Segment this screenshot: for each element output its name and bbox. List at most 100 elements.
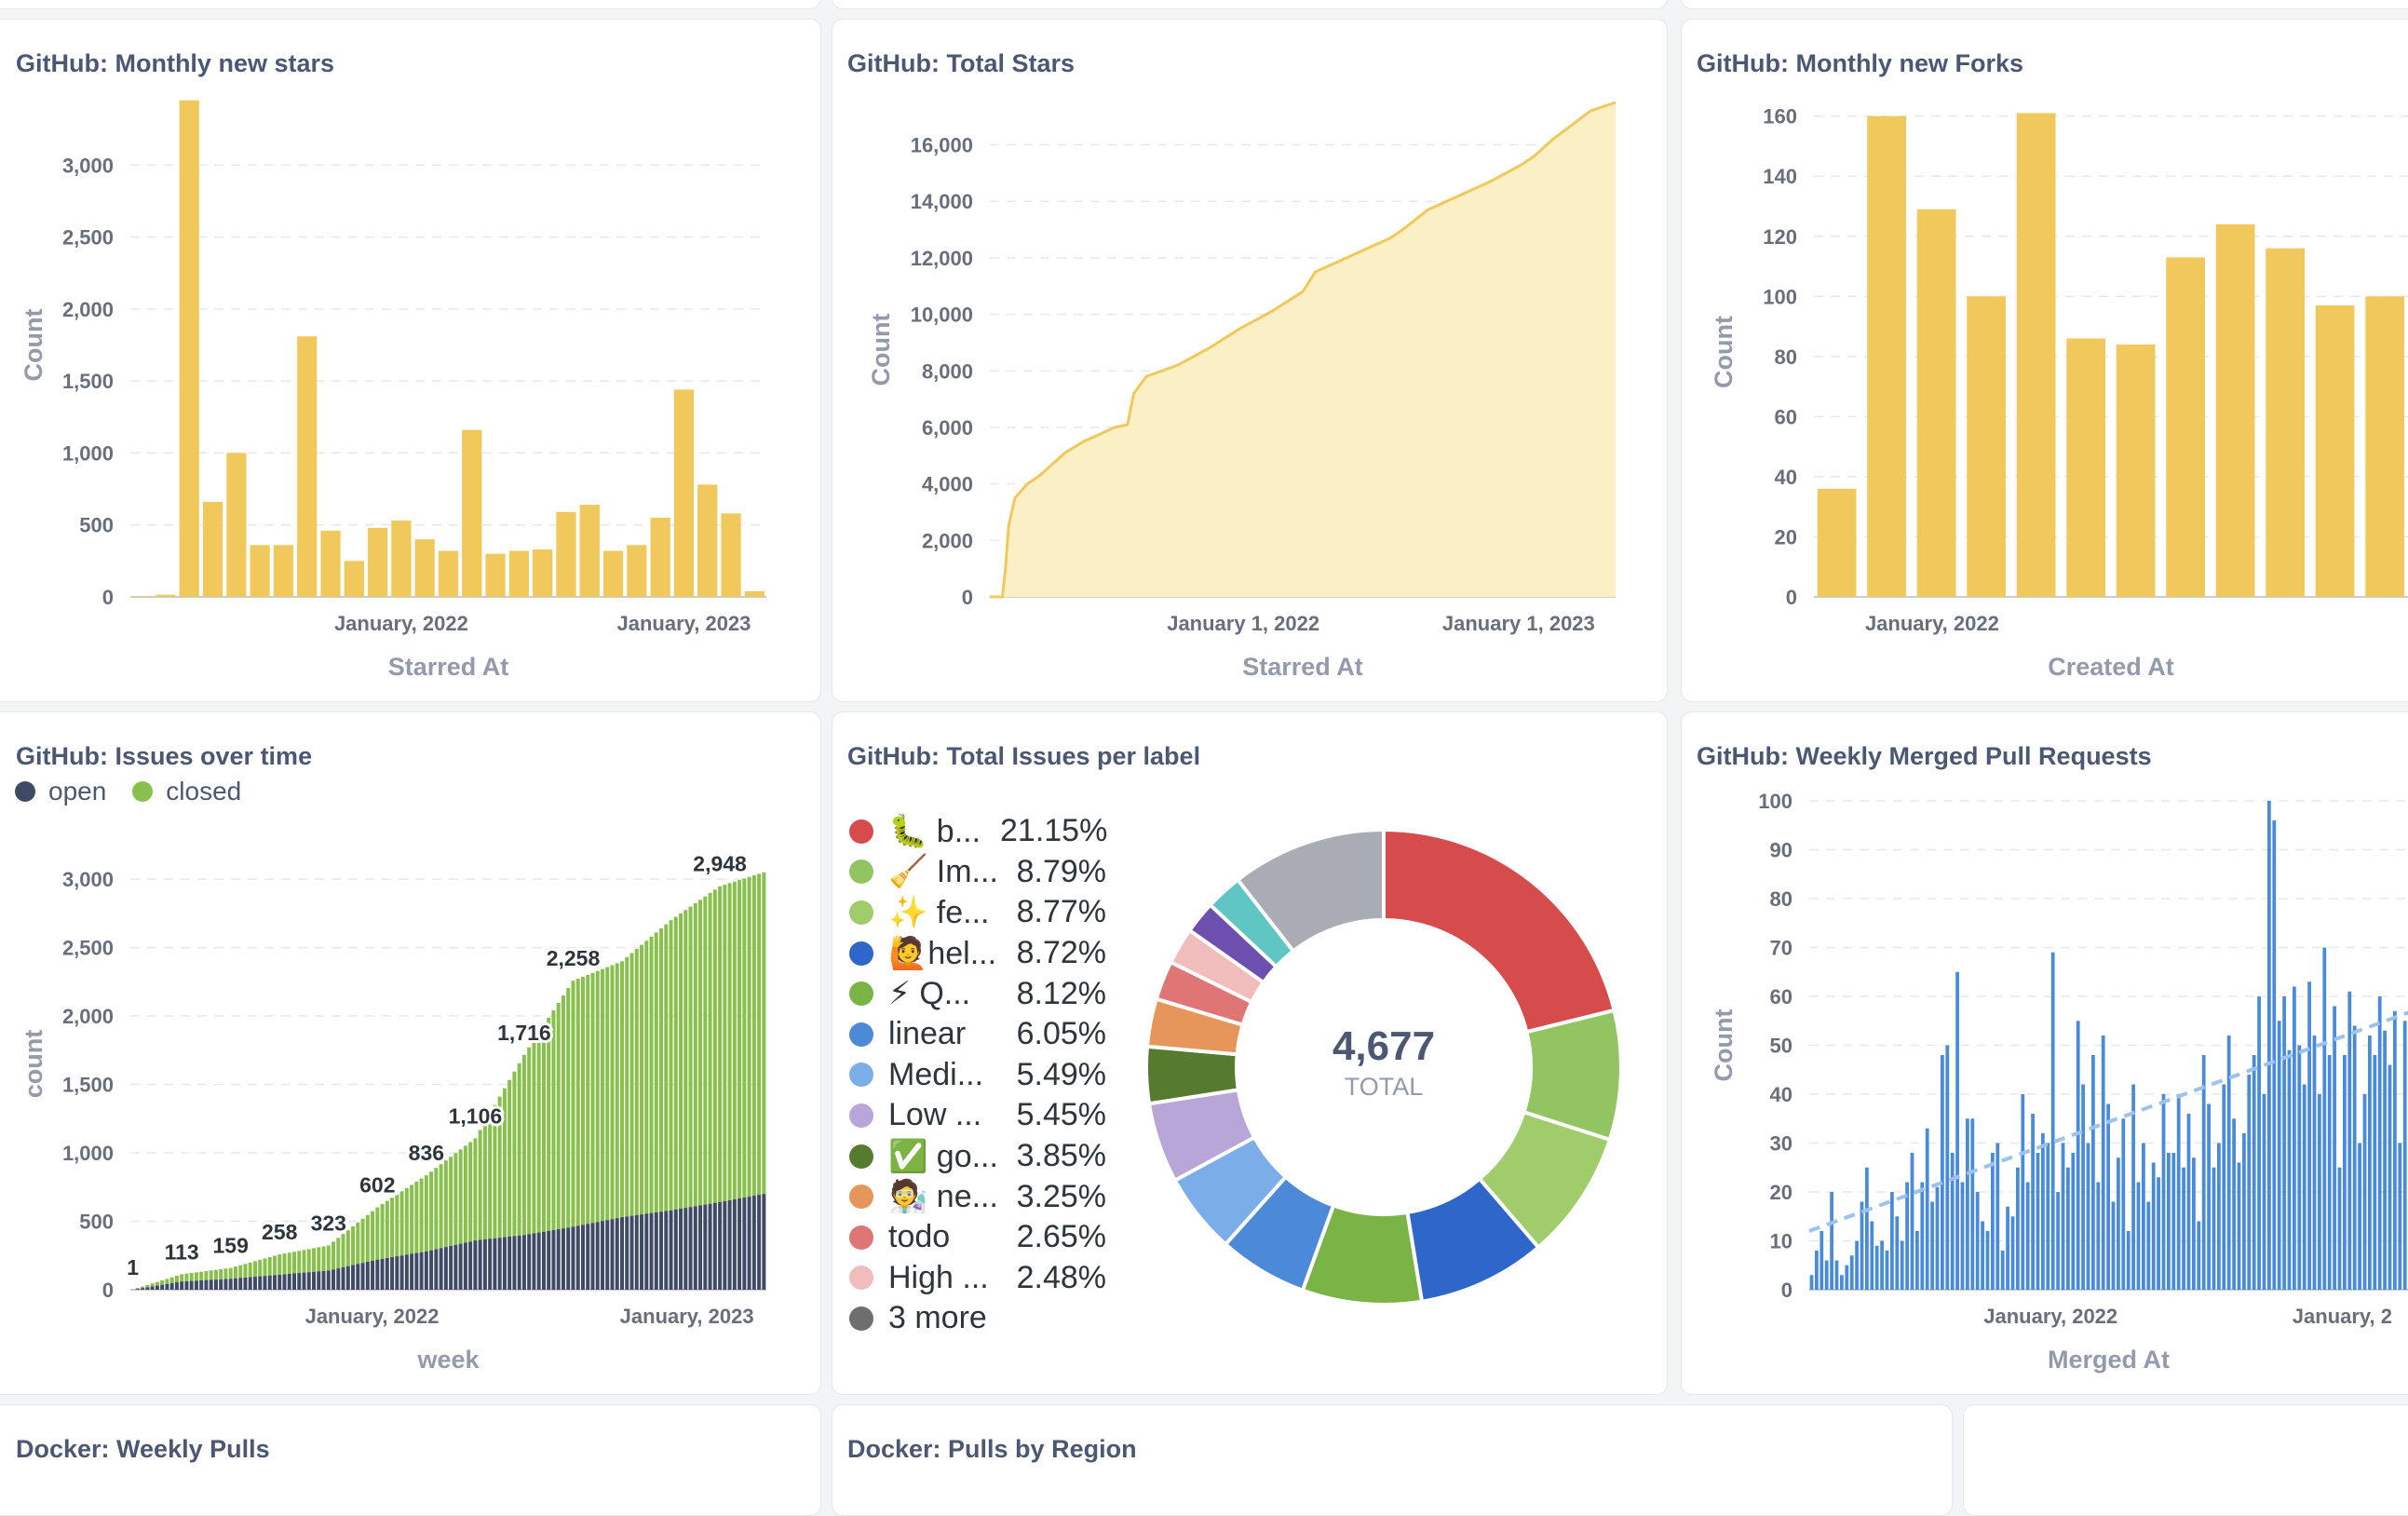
bar-open [566,1227,570,1290]
bar [2333,1007,2336,1291]
bar-open [214,1279,218,1290]
bar-open [390,1257,394,1290]
bar [1951,1153,1955,1290]
bar-open [342,1267,345,1290]
y-tick-label: 2,000 [62,1005,114,1028]
y-tick-label: 120 [1763,225,1797,249]
bar-open [312,1272,316,1290]
y-tick-label: 50 [1770,1035,1792,1058]
bar [1961,1183,1965,1291]
bar-closed [336,1238,340,1268]
bar [1970,1118,1974,1290]
bar-open [640,1214,643,1290]
bar-open [434,1249,438,1290]
bar-open [488,1239,492,1290]
bar-closed [351,1226,355,1266]
bar [2288,1050,2292,1290]
x-tick-label: January, 2023 [617,612,751,635]
bar-open [307,1272,311,1290]
bar-open [586,1224,589,1290]
bar [2313,1035,2317,1290]
bar [485,554,505,597]
bar-closed [356,1223,359,1264]
bar-closed [630,953,634,1215]
x-tick-label: January, 2023 [620,1305,754,1328]
bar [1915,1231,1919,1290]
bar-open [650,1213,654,1290]
x-tick-label: January, 2022 [305,1305,440,1328]
bar-closed [425,1175,428,1252]
data-label: 258 [262,1220,298,1244]
bar-closed [258,1260,262,1277]
bar-closed [752,875,756,1196]
bar [1835,1261,1839,1291]
bar-closed [263,1258,266,1276]
y-tick-label: 1,000 [62,441,114,465]
y-tick-label: 70 [1770,937,1792,960]
bar-closed [518,1063,521,1236]
bar-closed [537,1033,541,1233]
bar-open [234,1279,237,1290]
bar-open [479,1240,482,1290]
bar [2117,345,2156,597]
bar [2066,1168,2070,1290]
y-tick-label: 40 [1770,1083,1792,1106]
bar [1911,1153,1914,1290]
bar-open [522,1235,526,1290]
bar-open [253,1277,257,1290]
y-tick-label: 0 [1786,586,1797,609]
bar-open [483,1239,487,1290]
bar-closed [503,1089,507,1238]
bar [2238,1163,2241,1291]
bar-closed [219,1269,223,1279]
bar-closed [312,1248,316,1271]
y-tick-label: 100 [1763,285,1797,308]
bar [1880,1241,1884,1291]
bar-closed [713,889,717,1202]
y-tick-label: 40 [1775,466,1797,489]
bar [697,484,717,597]
bar-open [664,1211,668,1290]
bar-open [571,1226,575,1290]
bar-closed [723,885,726,1201]
bar [1941,1055,1944,1290]
y-tick-label: 10,000 [911,304,973,327]
bar-open [199,1280,203,1290]
bar-open [449,1246,453,1290]
bar [533,549,552,597]
bar-closed [449,1157,453,1246]
x-axis-label: Created At [2048,653,2174,681]
bar-open [317,1271,320,1290]
data-label: 1,106 [449,1103,503,1128]
data-label: 2,948 [693,852,747,876]
bar-open [195,1280,198,1290]
bar [2011,1216,2015,1290]
bar-closed [390,1198,394,1257]
bar-closed [566,988,570,1227]
bar [345,561,364,597]
data-label: 2,258 [547,946,601,970]
bar-open [444,1247,448,1290]
bar-open [356,1264,359,1290]
bar [2267,801,2271,1290]
bar-closed [507,1080,511,1237]
bar-closed [522,1055,526,1235]
y-axis-label: Count [1710,316,1738,388]
bar [2222,1085,2225,1291]
bar-closed [136,1288,140,1289]
bar-open [752,1196,756,1290]
bar [2162,1094,2166,1290]
bar-closed [346,1230,350,1266]
bar-open [728,1200,732,1290]
bar-open [297,1273,301,1290]
x-axis-label: week [416,1346,480,1374]
bar-open [190,1281,194,1290]
bar-closed [331,1241,335,1269]
bar-open [136,1289,140,1290]
bar-open [590,1223,594,1290]
bar [391,521,411,597]
bar [2207,1104,2211,1291]
bar-open [292,1274,296,1290]
bar-open [630,1216,634,1290]
bar-closed [145,1285,149,1287]
